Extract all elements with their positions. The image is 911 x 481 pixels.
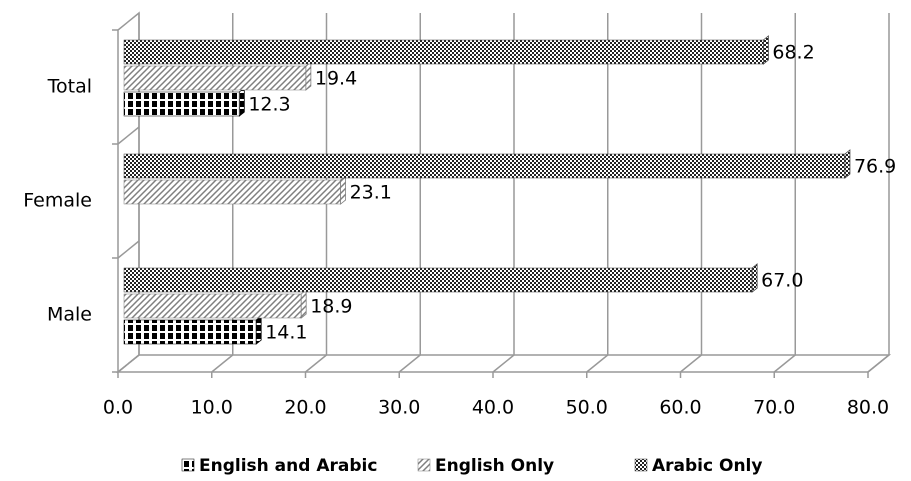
- grid-line: [586, 13, 609, 373]
- bar-face: [123, 153, 846, 179]
- grid-line: [398, 13, 421, 373]
- wall-line: [117, 126, 140, 145]
- bar-end: [238, 87, 245, 117]
- x-tick-label: 10.0: [191, 397, 233, 419]
- bar: [123, 87, 245, 117]
- bar-end: [762, 35, 769, 65]
- bar: [123, 61, 312, 91]
- bar-end: [844, 149, 851, 179]
- data-label: 14.1: [265, 322, 307, 344]
- grid-line: [773, 13, 796, 373]
- x-tick-label: 80.0: [847, 397, 889, 419]
- bar: [123, 315, 262, 345]
- data-label: 18.9: [310, 296, 352, 318]
- x-tick-label: 70.0: [753, 397, 795, 419]
- legend-label: English and Arabic: [199, 456, 377, 476]
- data-label: 68.2: [772, 42, 814, 64]
- bar-face: [123, 39, 764, 65]
- bar: [123, 289, 307, 319]
- legend-swatch: [417, 458, 431, 472]
- legend-label: English Only: [435, 456, 554, 476]
- bar: [123, 263, 758, 293]
- data-label: 67.0: [761, 270, 803, 292]
- y-tick-label: Total: [47, 76, 92, 98]
- legend-swatch: [181, 458, 195, 472]
- bar: [123, 35, 769, 65]
- grid-line: [680, 13, 703, 373]
- grid-line: [305, 13, 328, 373]
- bar-face: [123, 179, 341, 205]
- grid-line: [867, 13, 890, 373]
- data-label: 12.3: [248, 94, 290, 116]
- bar-face: [123, 91, 240, 117]
- data-label: 76.9: [854, 156, 896, 178]
- x-tick-label: 40.0: [472, 397, 514, 419]
- legend-label: Arabic Only: [652, 456, 762, 476]
- x-tick-label: 20.0: [284, 397, 326, 419]
- x-tick-label: 30.0: [378, 397, 420, 419]
- x-tick-label: 0.0: [103, 397, 133, 419]
- bar-face: [123, 293, 302, 319]
- bar-face: [123, 65, 307, 91]
- bar-end: [255, 315, 262, 345]
- bar-face: [123, 267, 753, 293]
- y-tick-label: Female: [23, 190, 92, 212]
- bar-end: [305, 61, 312, 91]
- grid-line: [117, 13, 140, 373]
- legend-swatch: [634, 458, 648, 472]
- wall-line: [117, 240, 140, 259]
- bar-face: [123, 319, 257, 345]
- x-tick-label: 60.0: [659, 397, 701, 419]
- y-tick-label: Male: [47, 304, 92, 326]
- grid-line: [211, 13, 234, 373]
- x-tick-label: 50.0: [566, 397, 608, 419]
- bar-end: [300, 289, 307, 319]
- data-label: 23.1: [350, 182, 392, 204]
- data-label: 19.4: [315, 68, 357, 90]
- bar: [123, 175, 346, 205]
- bar: [123, 149, 851, 179]
- bar-end: [340, 175, 346, 205]
- bar-end: [751, 263, 758, 293]
- grid-line: [492, 13, 515, 373]
